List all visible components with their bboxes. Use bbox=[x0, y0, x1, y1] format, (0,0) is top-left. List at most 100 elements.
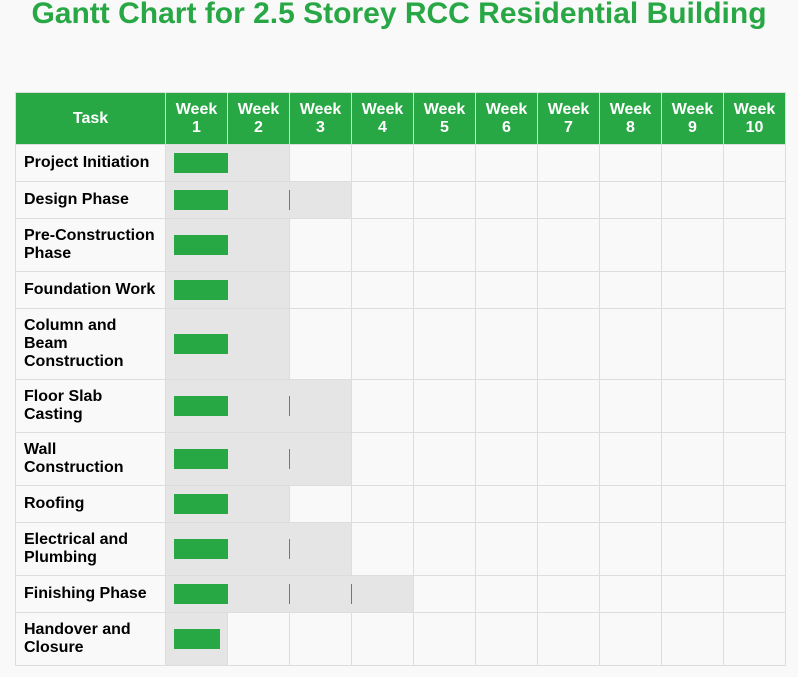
week-header-9: Week 9 bbox=[661, 92, 724, 145]
week-cell bbox=[351, 218, 414, 272]
week-cell bbox=[723, 522, 786, 576]
week-cell bbox=[227, 308, 290, 380]
week-cell bbox=[537, 575, 600, 613]
task-name: Column and Beam Construction bbox=[15, 308, 166, 380]
week-header-label: Week bbox=[609, 100, 652, 118]
week-cell bbox=[599, 522, 662, 576]
week-cell bbox=[351, 612, 414, 666]
week-cell bbox=[475, 308, 538, 380]
week-cell bbox=[723, 485, 786, 523]
week-header-label: Week bbox=[485, 100, 528, 118]
week-cell bbox=[165, 181, 344, 219]
task-column-header: Task bbox=[15, 92, 166, 145]
week-cell bbox=[723, 271, 786, 309]
week-header-label: Week bbox=[671, 100, 714, 118]
week-cell bbox=[227, 612, 290, 666]
week-header-number: 8 bbox=[626, 118, 635, 136]
week-header-number: 9 bbox=[688, 118, 697, 136]
week-cell bbox=[537, 308, 600, 380]
week-cell bbox=[289, 218, 352, 272]
week-cell bbox=[165, 612, 228, 666]
week-cell bbox=[289, 432, 352, 486]
week-cell bbox=[227, 379, 290, 433]
gantt-bar bbox=[174, 629, 220, 649]
week-cell bbox=[723, 308, 786, 380]
week-cell bbox=[661, 575, 724, 613]
week-cell bbox=[413, 144, 476, 182]
week-cell bbox=[351, 271, 414, 309]
task-name: Finishing Phase bbox=[15, 575, 166, 613]
week-cell bbox=[227, 432, 290, 486]
week-cell bbox=[227, 485, 290, 523]
week-cell bbox=[599, 485, 662, 523]
week-cell bbox=[165, 144, 282, 182]
week-header-number: 1 bbox=[192, 118, 201, 136]
week-cell bbox=[413, 612, 476, 666]
week-cell bbox=[351, 181, 414, 219]
week-cell bbox=[537, 271, 600, 309]
table-row: Project Initiation bbox=[15, 144, 786, 182]
week-header-3: Week 3 bbox=[289, 92, 352, 145]
week-cell bbox=[599, 271, 662, 309]
week-cell bbox=[723, 144, 786, 182]
week-cell bbox=[537, 181, 600, 219]
week-cell bbox=[723, 575, 786, 613]
week-cell bbox=[537, 144, 600, 182]
week-cell bbox=[661, 308, 724, 380]
week-cell bbox=[413, 522, 476, 576]
week-cell bbox=[289, 181, 352, 219]
week-cell bbox=[599, 575, 662, 613]
task-name: Floor Slab Casting bbox=[15, 379, 166, 433]
week-cell bbox=[661, 144, 724, 182]
task-name: Pre-Construction Phase bbox=[15, 218, 166, 272]
week-cell bbox=[289, 144, 352, 182]
week-cell bbox=[289, 308, 352, 380]
week-header-label: Week bbox=[361, 100, 404, 118]
table-row: Foundation Work bbox=[15, 271, 786, 309]
week-cell bbox=[661, 379, 724, 433]
task-name: Electrical and Plumbing bbox=[15, 522, 166, 576]
week-cell bbox=[475, 144, 538, 182]
week-cell bbox=[723, 218, 786, 272]
week-header-6: Week 6 bbox=[475, 92, 538, 145]
week-header-label: Week bbox=[423, 100, 466, 118]
week-cell bbox=[475, 575, 538, 613]
week-header-1: Week 1 bbox=[165, 92, 228, 145]
week-cell bbox=[537, 218, 600, 272]
week-cell bbox=[661, 181, 724, 219]
week-header-5: Week 5 bbox=[413, 92, 476, 145]
week-cell bbox=[351, 308, 414, 380]
week-cell bbox=[475, 379, 538, 433]
task-name: Project Initiation bbox=[15, 144, 166, 182]
week-cell bbox=[661, 522, 724, 576]
week-cell bbox=[413, 271, 476, 309]
week-cell bbox=[661, 218, 724, 272]
week-cell bbox=[599, 308, 662, 380]
week-cell bbox=[475, 181, 538, 219]
week-cell bbox=[413, 432, 476, 486]
task-name: Handover and Closure bbox=[15, 612, 166, 666]
week-header-7: Week 7 bbox=[537, 92, 600, 145]
week-cell bbox=[475, 218, 538, 272]
week-cell bbox=[661, 271, 724, 309]
table-row: Electrical and Plumbing bbox=[15, 522, 786, 576]
week-cell bbox=[599, 218, 662, 272]
week-cell bbox=[475, 522, 538, 576]
week-cell bbox=[351, 432, 414, 486]
task-name: Wall Construction bbox=[15, 432, 166, 486]
week-cell bbox=[289, 485, 352, 523]
week-header-2: Week 2 bbox=[227, 92, 290, 145]
week-cell bbox=[165, 218, 282, 272]
week-header-number: 10 bbox=[745, 118, 764, 136]
week-cell bbox=[289, 271, 352, 309]
week-cell bbox=[537, 432, 600, 486]
week-cell bbox=[289, 575, 352, 613]
table-row: Pre-Construction Phase bbox=[15, 218, 786, 272]
week-cell bbox=[599, 181, 662, 219]
week-header-label: Week bbox=[175, 100, 218, 118]
week-cell bbox=[227, 181, 290, 219]
week-cell bbox=[165, 271, 282, 309]
week-header-number: 2 bbox=[254, 118, 263, 136]
table-row: Roofing bbox=[15, 485, 786, 523]
week-cell bbox=[599, 144, 662, 182]
